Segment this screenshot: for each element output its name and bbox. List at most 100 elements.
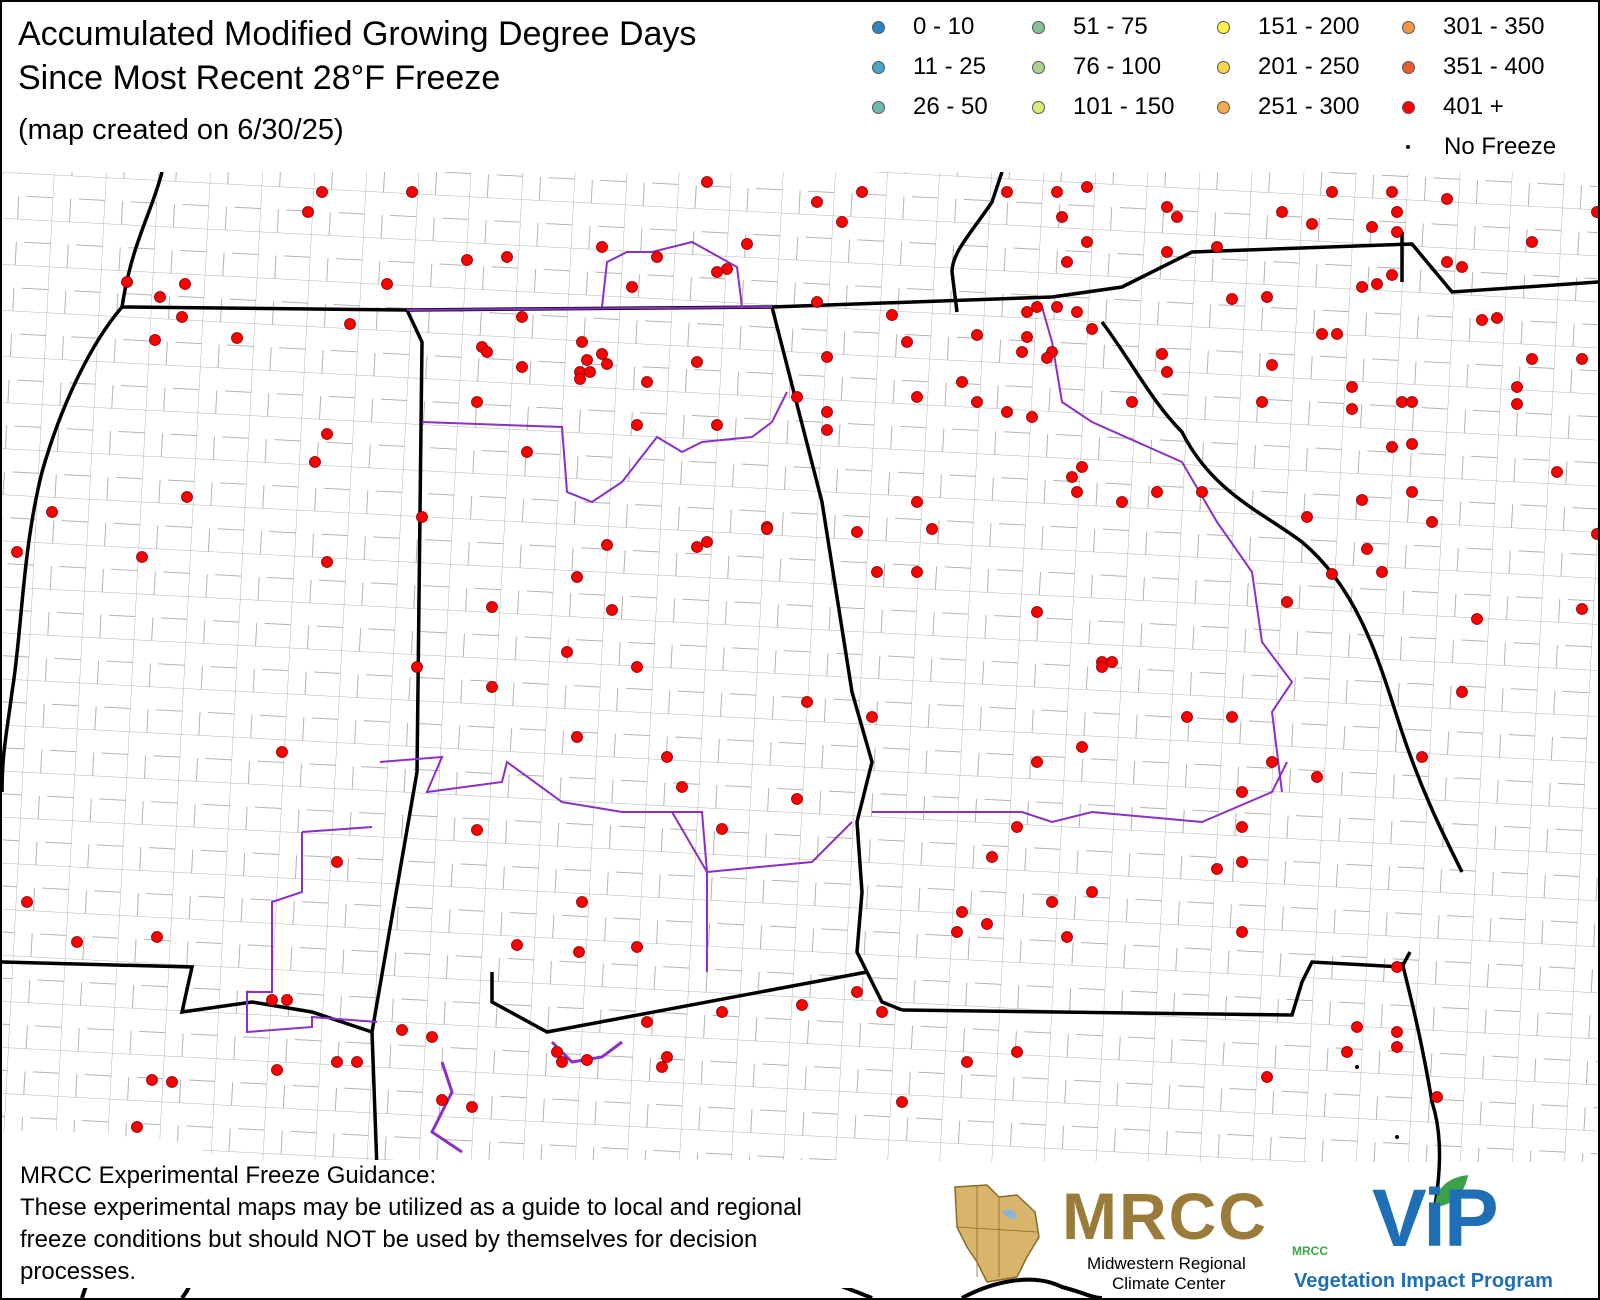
- legend-label: 76 - 100: [1073, 53, 1162, 80]
- station-marker: [1016, 346, 1028, 358]
- station-marker: [1266, 756, 1278, 768]
- station-marker: [1576, 603, 1588, 615]
- station-marker: [1406, 396, 1418, 408]
- station-marker: [1441, 256, 1453, 268]
- station-marker: [302, 206, 314, 218]
- station-marker: [821, 351, 833, 363]
- station-marker: [281, 994, 293, 1006]
- station-marker: [1026, 411, 1038, 423]
- station-marker: [956, 906, 968, 918]
- station-marker: [1391, 961, 1403, 973]
- station-marker: [1161, 201, 1173, 213]
- station-marker: [1106, 656, 1118, 668]
- midwest-region-icon: [954, 1184, 1040, 1283]
- station-marker: [516, 361, 528, 373]
- station-marker: [741, 238, 753, 250]
- station-marker: [1471, 613, 1483, 625]
- legend-swatch: [1032, 20, 1045, 34]
- no-freeze-marker: [1395, 1135, 1399, 1139]
- legend-label: 11 - 25: [913, 53, 986, 80]
- station-marker: [516, 311, 528, 323]
- legend-item: 76 - 100: [1032, 52, 1161, 82]
- station-marker: [911, 496, 923, 508]
- station-marker: [596, 241, 608, 253]
- base-map: [2, 172, 1598, 1298]
- legend-swatch: [872, 100, 885, 114]
- station-marker: [271, 1064, 283, 1076]
- station-marker: [154, 291, 166, 303]
- mrcc-logo-line1: Midwestern Regional: [1087, 1254, 1246, 1273]
- station-marker: [716, 1006, 728, 1018]
- title-line-2: Since Most Recent 28°F Freeze: [18, 59, 501, 97]
- station-marker: [1301, 511, 1313, 523]
- station-marker: [136, 551, 148, 563]
- station-marker: [711, 419, 723, 431]
- station-marker: [956, 376, 968, 388]
- station-marker: [1386, 186, 1398, 198]
- legend-swatch: [872, 60, 885, 74]
- station-marker: [1361, 543, 1373, 555]
- station-marker: [1256, 396, 1268, 408]
- legend-item: 11 - 25: [872, 52, 986, 82]
- legend-item: 351 - 400: [1402, 52, 1544, 82]
- vip-logo-small: MRCC: [1292, 1244, 1328, 1258]
- station-marker: [309, 456, 321, 468]
- station-marker: [871, 566, 883, 578]
- title-line-1: Accumulated Modified Growing Degree Days: [18, 15, 697, 53]
- station-marker: [561, 646, 573, 658]
- station-marker: [1441, 193, 1453, 205]
- station-marker: [1526, 236, 1538, 248]
- station-marker: [576, 336, 588, 348]
- vip-logo-word: ViP: [1372, 1173, 1499, 1264]
- logo-area: MRCC Midwestern Regional Climate Center …: [942, 1172, 1592, 1293]
- station-marker: [426, 1031, 438, 1043]
- station-marker: [721, 263, 733, 275]
- station-marker: [1591, 528, 1598, 540]
- map-subtitle: (map created on 6/30/25): [18, 114, 344, 146]
- station-marker: [344, 318, 356, 330]
- station-marker: [1226, 293, 1238, 305]
- legend-item: 201 - 250: [1217, 52, 1359, 82]
- station-marker: [1491, 312, 1503, 324]
- station-marker: [266, 994, 278, 1006]
- station-marker: [181, 491, 193, 503]
- station-marker: [1161, 366, 1173, 378]
- station-marker: [1406, 486, 1418, 498]
- station-marker: [1076, 741, 1088, 753]
- legend-label: 101 - 150: [1073, 93, 1175, 120]
- station-marker: [651, 251, 663, 263]
- station-marker: [606, 604, 618, 616]
- station-marker: [1391, 206, 1403, 218]
- station-marker: [486, 681, 498, 693]
- station-marker: [1116, 496, 1128, 508]
- station-marker: [176, 311, 188, 323]
- station-marker: [1171, 211, 1183, 223]
- station-marker: [1071, 486, 1083, 498]
- station-marker: [1456, 686, 1468, 698]
- station-marker: [1236, 856, 1248, 868]
- station-marker: [1011, 1046, 1023, 1058]
- station-marker: [1071, 306, 1083, 318]
- station-marker: [1311, 771, 1323, 783]
- legend-label: 301 - 350: [1443, 13, 1545, 40]
- station-marker: [1211, 863, 1223, 875]
- station-marker: [851, 526, 863, 538]
- station-marker: [1511, 398, 1523, 410]
- station-marker: [626, 281, 638, 293]
- station-marker: [1366, 221, 1378, 233]
- station-marker: [821, 406, 833, 418]
- station-marker: [231, 332, 243, 344]
- legend-label: 0 - 10: [913, 13, 975, 40]
- station-marker: [146, 1074, 158, 1086]
- county-grid: [2, 172, 1598, 1162]
- legend: 0 - 10 11 - 25 26 - 50 51 - 75 76 - 100 …: [872, 12, 1592, 172]
- station-marker: [676, 781, 688, 793]
- station-marker: [1061, 256, 1073, 268]
- station-marker: [1356, 494, 1368, 506]
- station-marker: [1356, 281, 1368, 293]
- legend-swatch: [1032, 60, 1045, 74]
- station-marker: [1236, 926, 1248, 938]
- station-marker: [1391, 1041, 1403, 1053]
- station-marker: [331, 1056, 343, 1068]
- legend-item: 51 - 75: [1032, 12, 1148, 42]
